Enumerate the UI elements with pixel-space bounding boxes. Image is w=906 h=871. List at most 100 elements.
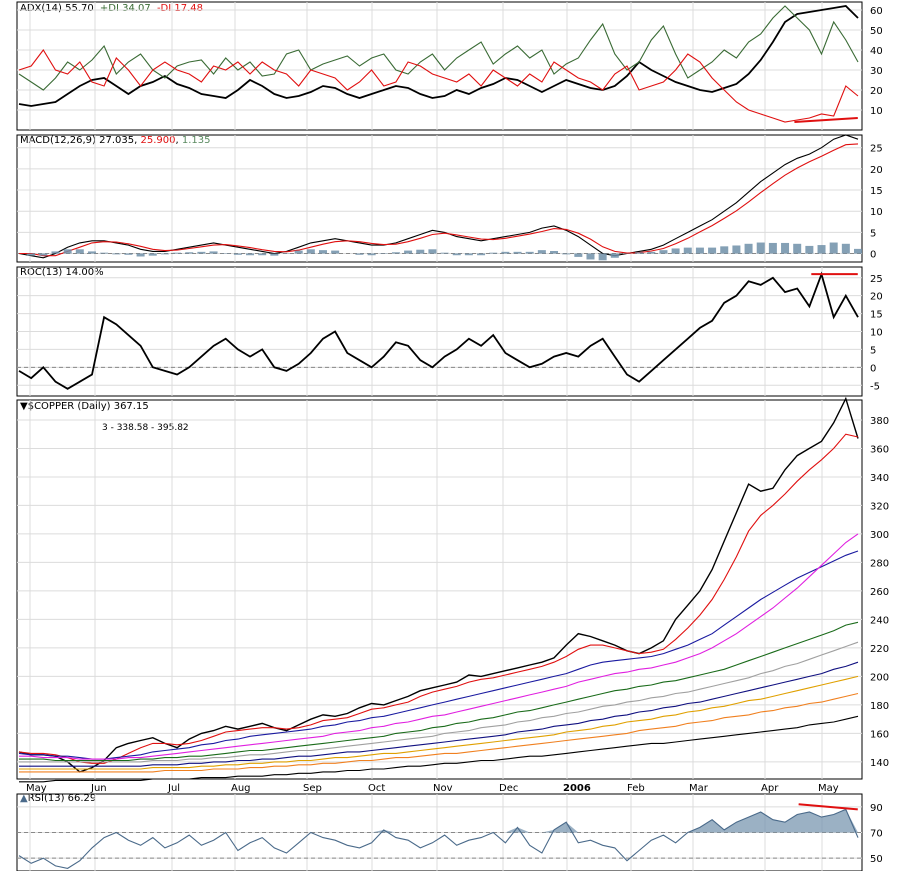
macd-histogram-bar bbox=[294, 250, 303, 254]
series-line bbox=[18, 271, 859, 390]
macd-histogram-bar bbox=[744, 243, 753, 254]
macd-histogram-bar bbox=[550, 250, 559, 254]
axis-ticks: 60504030201025201510502520151050-5380360… bbox=[870, 6, 889, 865]
x-tick-label: Mar bbox=[689, 783, 709, 794]
macd-histogram-bar bbox=[112, 253, 121, 255]
macd-histogram-bar bbox=[562, 253, 571, 255]
y-tick-label: 0 bbox=[870, 363, 876, 374]
date-axis: May Jun Jul Aug Sep Oct Nov Dec 2006 Feb Mar Apr May bbox=[26, 783, 839, 794]
x-tick-label: Dec bbox=[499, 783, 518, 794]
y-tick-label: 50 bbox=[870, 26, 883, 37]
macd-histogram-bar bbox=[695, 247, 704, 254]
roc-legend: ROC(13) 14.00% bbox=[20, 267, 104, 278]
y-tick-label: 20 bbox=[870, 292, 883, 303]
macd-histogram-bar bbox=[39, 253, 48, 256]
y-tick-label: 380 bbox=[870, 416, 889, 427]
macd-histogram-bar bbox=[477, 253, 486, 256]
macd-histogram-bar bbox=[817, 245, 826, 254]
x-tick-label: Jul bbox=[167, 783, 180, 794]
series-line bbox=[18, 5, 859, 107]
y-tick-label: 360 bbox=[870, 444, 889, 455]
macd-histogram-bar bbox=[100, 252, 109, 254]
macd-histogram-bar bbox=[781, 242, 790, 254]
macd-histogram-bar bbox=[136, 253, 145, 257]
y-tick-label: 50 bbox=[870, 854, 883, 865]
macd-histogram-bar bbox=[708, 247, 717, 254]
macd-histogram-bar bbox=[318, 250, 327, 254]
macd-histogram-bar bbox=[367, 253, 376, 256]
macd-histogram-bar bbox=[355, 253, 364, 255]
rsi-legend: ▲RSI(13) 66.29 bbox=[20, 793, 96, 804]
y-tick-label: 15 bbox=[870, 186, 883, 197]
divergence-trendline bbox=[794, 117, 858, 123]
y-tick-label: 90 bbox=[870, 803, 883, 814]
macd-histogram-bar bbox=[87, 251, 96, 254]
macd-histogram-bar bbox=[513, 251, 522, 254]
y-tick-label: 10 bbox=[870, 328, 883, 339]
macd-histogram-bar bbox=[209, 251, 218, 254]
macd-histogram-bar bbox=[428, 249, 437, 254]
macd-histogram-bar bbox=[270, 253, 279, 256]
macd-histogram-bar bbox=[173, 252, 182, 254]
macd-histogram-bar bbox=[452, 253, 461, 256]
y-tick-label: 60 bbox=[870, 6, 883, 17]
macd-histogram-bar bbox=[659, 250, 668, 254]
y-tick-label: -5 bbox=[870, 381, 880, 392]
macd-histogram-bar bbox=[440, 252, 449, 254]
series-line bbox=[19, 533, 859, 760]
x-tick-label: Feb bbox=[627, 783, 645, 794]
y-tick-label: 25 bbox=[870, 274, 883, 285]
panel-frame bbox=[16, 399, 863, 780]
macd-histogram-bar bbox=[720, 246, 729, 254]
series-line bbox=[18, 134, 859, 259]
x-tick-label: Oct bbox=[368, 783, 385, 794]
y-tick-label: 20 bbox=[870, 86, 883, 97]
y-tick-label: 30 bbox=[870, 66, 883, 77]
y-tick-label: 0 bbox=[870, 250, 876, 261]
macd-histogram-bar bbox=[586, 253, 595, 260]
macd-histogram-bar bbox=[647, 251, 656, 254]
y-tick-label: 20 bbox=[870, 165, 883, 176]
macd-histogram-bar bbox=[841, 243, 850, 254]
y-tick-label: 300 bbox=[870, 530, 889, 541]
macd-histogram-bar bbox=[489, 252, 498, 254]
divergence-trendline bbox=[798, 803, 858, 811]
macd-histogram-bar bbox=[610, 253, 619, 258]
series-line bbox=[19, 641, 859, 763]
macd-histogram-bar bbox=[805, 245, 814, 254]
series-line bbox=[18, 49, 859, 123]
macd-histogram-bar bbox=[829, 242, 838, 254]
y-tick-label: 140 bbox=[870, 758, 889, 769]
x-tick-label: Aug bbox=[231, 783, 251, 794]
macd-histogram-bar bbox=[854, 248, 862, 254]
bollinger-legend: 3 - 338.58 - 395.82 bbox=[102, 423, 189, 433]
macd-histogram-bar bbox=[574, 253, 583, 257]
macd-histogram-bar bbox=[671, 248, 680, 254]
series-line bbox=[19, 661, 859, 767]
x-tick-label: Sep bbox=[303, 783, 322, 794]
macd-histogram-bar bbox=[258, 253, 267, 256]
macd-histogram-bar bbox=[63, 249, 72, 254]
macd-histogram-bar bbox=[537, 250, 546, 254]
macd-histogram-bar bbox=[197, 251, 206, 254]
series-line bbox=[18, 550, 859, 760]
panel-frame bbox=[16, 1, 863, 131]
series-layer bbox=[18, 5, 862, 869]
y-tick-label: 220 bbox=[870, 644, 889, 655]
macd-histogram-bar bbox=[75, 249, 84, 254]
adx-legend: ADX(14) 55.70 +DI 34.07 -DI 17.48 bbox=[20, 3, 203, 14]
macd-histogram-bar bbox=[404, 250, 413, 254]
x-tick-label: Nov bbox=[433, 783, 453, 794]
series-line bbox=[18, 396, 859, 773]
macd-histogram-bar bbox=[148, 253, 157, 256]
grid-lines bbox=[17, 2, 862, 871]
series-line bbox=[18, 5, 859, 91]
macd-histogram-bar bbox=[160, 253, 169, 255]
series-line bbox=[18, 433, 859, 764]
macd-legend: MACD(12,26,9) 27.035, 25.900, 1.135 bbox=[20, 135, 210, 146]
macd-histogram-bar bbox=[732, 245, 741, 254]
x-tick-label: Jun bbox=[90, 783, 107, 794]
y-tick-label: 160 bbox=[870, 729, 889, 740]
macd-histogram-bar bbox=[525, 251, 534, 254]
